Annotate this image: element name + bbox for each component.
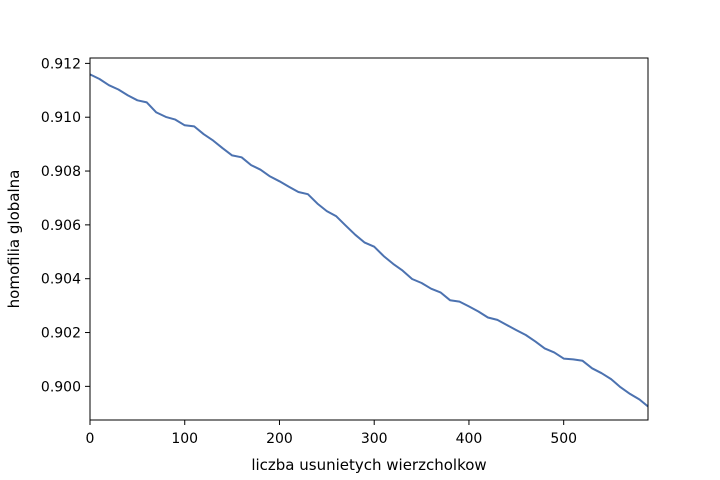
x-axis-label: liczba usunietych wierzcholkow bbox=[251, 456, 486, 474]
y-tick-label: 0.904 bbox=[41, 272, 81, 288]
y-tick-label: 0.910 bbox=[41, 110, 81, 126]
series-line-group bbox=[89, 73, 649, 408]
x-tick-label: 100 bbox=[171, 431, 198, 447]
y-tick-label: 0.912 bbox=[41, 56, 81, 72]
series-line bbox=[89, 73, 649, 408]
y-tick-label: 0.906 bbox=[41, 218, 81, 234]
x-tick-label: 400 bbox=[456, 431, 483, 447]
x-tick-label: 500 bbox=[550, 431, 577, 447]
y-tick-label: 0.908 bbox=[41, 164, 81, 180]
x-tick-label: 0 bbox=[86, 431, 95, 447]
x-tick-label: 200 bbox=[266, 431, 293, 447]
y-tick-label: 0.900 bbox=[41, 379, 81, 395]
plot-frame bbox=[89, 57, 649, 421]
y-tick-label: 0.902 bbox=[41, 326, 81, 342]
y-axis-label: homofilia globalna bbox=[5, 170, 23, 309]
y-axis-ticks: 0.900 0.902 0.904 0.906 0.908 0.910 0.912 bbox=[41, 56, 90, 395]
x-axis-ticks: 0 100 200 300 400 500 bbox=[86, 420, 577, 447]
x-tick-label: 300 bbox=[361, 431, 388, 447]
